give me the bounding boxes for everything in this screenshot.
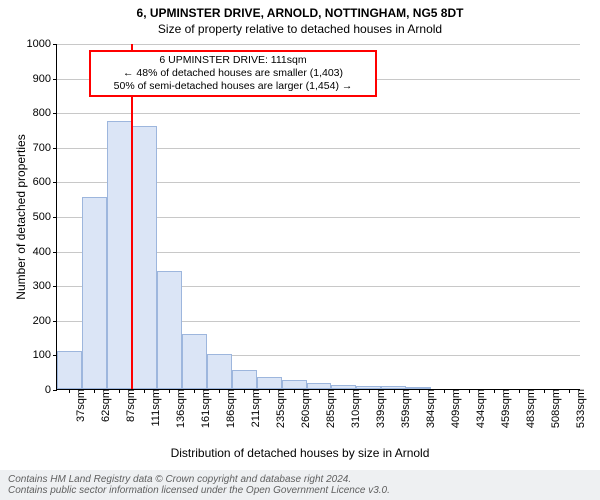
xtick-mark <box>544 389 545 393</box>
xtick-label: 235sqm <box>275 389 287 428</box>
xtick-mark <box>119 389 120 393</box>
xtick-label: 285sqm <box>325 389 337 428</box>
xtick-mark <box>144 389 145 393</box>
xtick-mark <box>444 389 445 393</box>
xtick-mark <box>494 389 495 393</box>
bar <box>57 351 82 389</box>
xtick-mark <box>344 389 345 393</box>
bar <box>207 354 232 389</box>
xtick-mark <box>69 389 70 393</box>
ytick-label: 900 <box>33 73 57 85</box>
annotation-line-2: ← 48% of detached houses are smaller (1,… <box>95 67 371 80</box>
bar <box>82 197 107 389</box>
gridline <box>57 113 580 114</box>
ytick-label: 400 <box>33 246 57 258</box>
xtick-label: 186sqm <box>225 389 237 428</box>
xtick-mark <box>94 389 95 393</box>
xtick-label: 459sqm <box>500 389 512 428</box>
xtick-mark <box>569 389 570 393</box>
ytick-label: 0 <box>45 384 57 396</box>
xtick-label: 533sqm <box>575 389 587 428</box>
xtick-label: 409sqm <box>450 389 462 428</box>
plot-area: 0100200300400500600700800900100037sqm62s… <box>56 44 580 390</box>
xtick-mark <box>519 389 520 393</box>
bar <box>107 121 132 389</box>
gridline <box>57 44 580 45</box>
chart-container: 6, UPMINSTER DRIVE, ARNOLD, NOTTINGHAM, … <box>0 0 600 500</box>
xtick-mark <box>219 389 220 393</box>
x-axis-label: Distribution of detached houses by size … <box>0 446 600 460</box>
bar <box>232 370 257 389</box>
annotation-line-1: 6 UPMINSTER DRIVE: 111sqm <box>95 54 371 67</box>
bar <box>282 380 307 389</box>
xtick-label: 359sqm <box>400 389 412 428</box>
xtick-mark <box>244 389 245 393</box>
ytick-label: 200 <box>33 315 57 327</box>
xtick-label: 62sqm <box>100 389 112 422</box>
chart-subtitle: Size of property relative to detached ho… <box>0 22 600 36</box>
ytick-label: 800 <box>33 107 57 119</box>
xtick-label: 111sqm <box>150 389 162 427</box>
xtick-mark <box>394 389 395 393</box>
bar <box>132 126 157 389</box>
xtick-mark <box>294 389 295 393</box>
ytick-label: 100 <box>33 349 57 361</box>
xtick-label: 161sqm <box>200 389 212 428</box>
xtick-label: 483sqm <box>525 389 537 428</box>
xtick-label: 434sqm <box>475 389 487 428</box>
bar <box>257 377 282 389</box>
xtick-mark <box>269 389 270 393</box>
xtick-mark <box>194 389 195 393</box>
xtick-mark <box>419 389 420 393</box>
xtick-label: 260sqm <box>300 389 312 428</box>
xtick-label: 384sqm <box>425 389 437 428</box>
annotation-box: 6 UPMINSTER DRIVE: 111sqm ← 48% of detac… <box>89 50 377 97</box>
footer-line-1: Contains HM Land Registry data © Crown c… <box>8 474 592 485</box>
xtick-label: 508sqm <box>550 389 562 428</box>
ytick-label: 700 <box>33 142 57 154</box>
xtick-mark <box>169 389 170 393</box>
chart-title: 6, UPMINSTER DRIVE, ARNOLD, NOTTINGHAM, … <box>0 6 600 20</box>
xtick-label: 37sqm <box>75 389 87 422</box>
bar <box>157 271 182 389</box>
xtick-label: 310sqm <box>350 389 362 428</box>
bar <box>182 334 207 389</box>
xtick-label: 339sqm <box>375 389 387 428</box>
footer-line-2: Contains public sector information licen… <box>8 485 592 496</box>
y-axis-label: Number of detached properties <box>14 44 28 390</box>
xtick-mark <box>469 389 470 393</box>
ytick-label: 300 <box>33 280 57 292</box>
xtick-label: 87sqm <box>125 389 137 422</box>
annotation-line-3: 50% of semi-detached houses are larger (… <box>95 80 371 93</box>
xtick-mark <box>369 389 370 393</box>
xtick-label: 136sqm <box>175 389 187 428</box>
footer: Contains HM Land Registry data © Crown c… <box>0 470 600 500</box>
ytick-label: 600 <box>33 176 57 188</box>
ytick-label: 1000 <box>27 38 57 50</box>
xtick-mark <box>319 389 320 393</box>
xtick-label: 211sqm <box>250 389 262 427</box>
ytick-label: 500 <box>33 211 57 223</box>
